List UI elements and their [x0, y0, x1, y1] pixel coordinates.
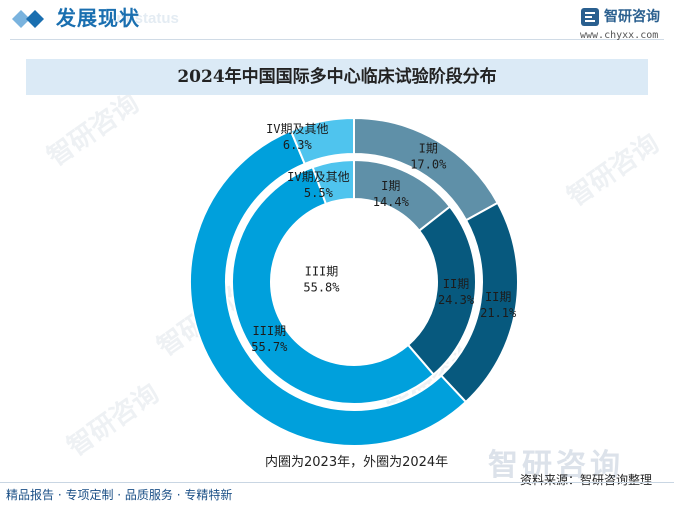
- brand-url[interactable]: www.chyxx.com: [580, 30, 659, 41]
- label-inner-0-category: I期: [381, 179, 400, 193]
- label-outer-1-category: II期: [485, 290, 511, 304]
- label-outer-1-value: 21.1%: [480, 306, 517, 320]
- slice-outer-3: [289, 116, 355, 166]
- label-outer-3-value: 6.3%: [283, 138, 313, 152]
- inner-ring-2023: [231, 158, 477, 405]
- slice-labels: I期 14.4% II期 24.3% III期 55.8% IV期及其他 5.5% I期 17.0…: [251, 122, 517, 354]
- brand-name: 智研咨询: [604, 9, 660, 25]
- label-inner-1-category: II期: [443, 277, 469, 291]
- outer-ring-2024: [189, 116, 519, 447]
- brand-logo-icon: [581, 8, 599, 26]
- slice-inner-2: [231, 165, 435, 405]
- label-inner-3-value: 5.5%: [304, 186, 334, 200]
- label-inner-0-value: 14.4%: [373, 195, 410, 209]
- label-outer-3-category: IV期及其他: [266, 122, 328, 136]
- header: ent status 发展现状 智研咨询 www.chyxx.com: [0, 0, 674, 46]
- footer-divider: [0, 482, 674, 483]
- slice-outer-2: [189, 129, 468, 447]
- label-inner-1-value: 24.3%: [438, 293, 475, 307]
- slice-inner-3: [311, 158, 355, 206]
- chart-note: 内圈为2023年，外圈为2024年: [265, 455, 449, 470]
- label-inner-2-value: 55.8%: [303, 281, 340, 295]
- section-subtitle: ent status: [108, 10, 179, 27]
- label-inner-2-category: III期: [305, 265, 339, 279]
- label-inner-3-category: IV期及其他: [287, 170, 349, 184]
- section-title: 发展现状: [56, 6, 140, 30]
- chart-title-band: 2024年中国国际多中心临床试验阶段分布: [26, 59, 648, 95]
- source-note: 资料来源：智研咨询整理: [520, 473, 653, 487]
- chart-title: 2024年中国国际多中心临床试验阶段分布: [177, 67, 497, 87]
- label-outer-0-category: I期: [419, 141, 438, 155]
- label-outer-2-category: III期: [252, 324, 286, 338]
- footer-slogan: 精品报告 · 专项定制 · 品质服务 · 专精特新: [6, 488, 233, 502]
- label-outer-2-value: 55.7%: [251, 340, 288, 354]
- brand-watermark: 智研咨询: [488, 448, 624, 483]
- label-outer-0-value: 17.0%: [410, 157, 447, 171]
- header-divider: [10, 39, 664, 40]
- diamond-icon: [12, 10, 44, 28]
